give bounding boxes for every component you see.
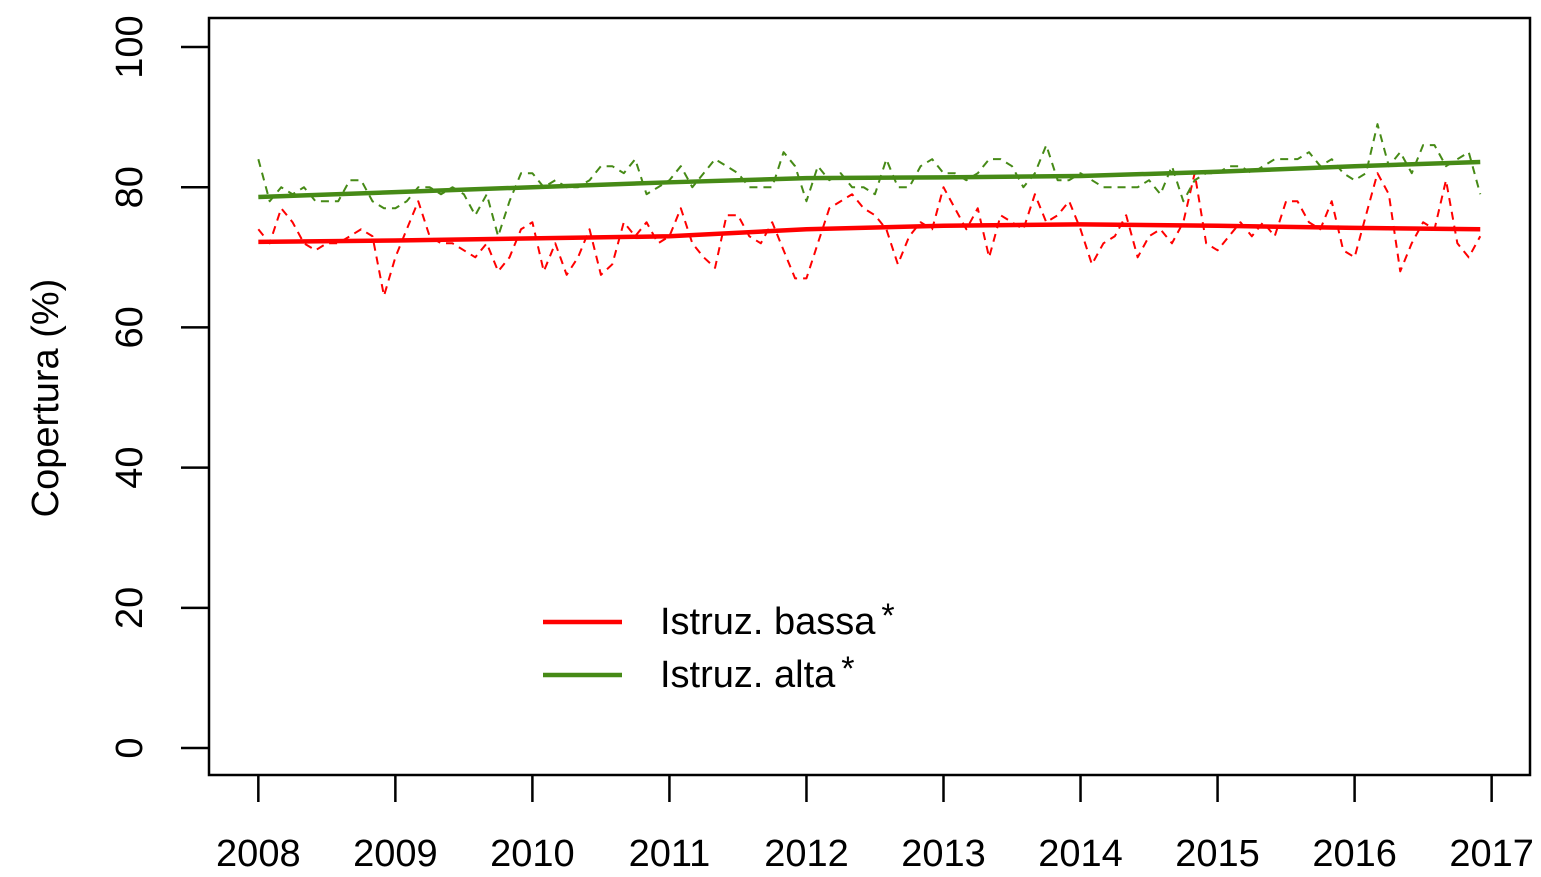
x-tick-label: 2009 [353,833,438,872]
legend-note: * [881,597,894,635]
plot-frame [207,16,1532,777]
x-tick-label: 2012 [764,833,849,872]
y-tick-label: 0 [109,737,151,758]
x-tick-label: 2008 [216,833,301,872]
x-tick-label: 2010 [490,833,575,872]
y-tick-label: 80 [109,166,151,208]
x-tick-label: 2011 [629,833,711,872]
y-tick-label: 20 [109,587,151,629]
trend-line [258,222,1481,245]
y-tick-label: 60 [109,306,151,348]
x-tick-label: 2016 [1312,833,1397,872]
trend-line [258,159,1481,200]
legend-label: Istruz. bassa [660,601,876,643]
legend-note: * [841,650,854,688]
x-tick-label: 2013 [901,833,986,872]
legend-label: Istruz. alta [660,654,836,696]
y-axis-label: Copertura (%) [25,279,67,518]
monthly-line [257,172,1482,297]
y-tick-label: 40 [109,446,151,488]
x-tick-label: 2017 [1449,833,1534,872]
x-tick-label: 2015 [1175,833,1260,872]
monthly-line [257,123,1482,238]
x-tick-label: 2014 [1038,833,1123,872]
y-tick-label: 100 [109,15,151,78]
